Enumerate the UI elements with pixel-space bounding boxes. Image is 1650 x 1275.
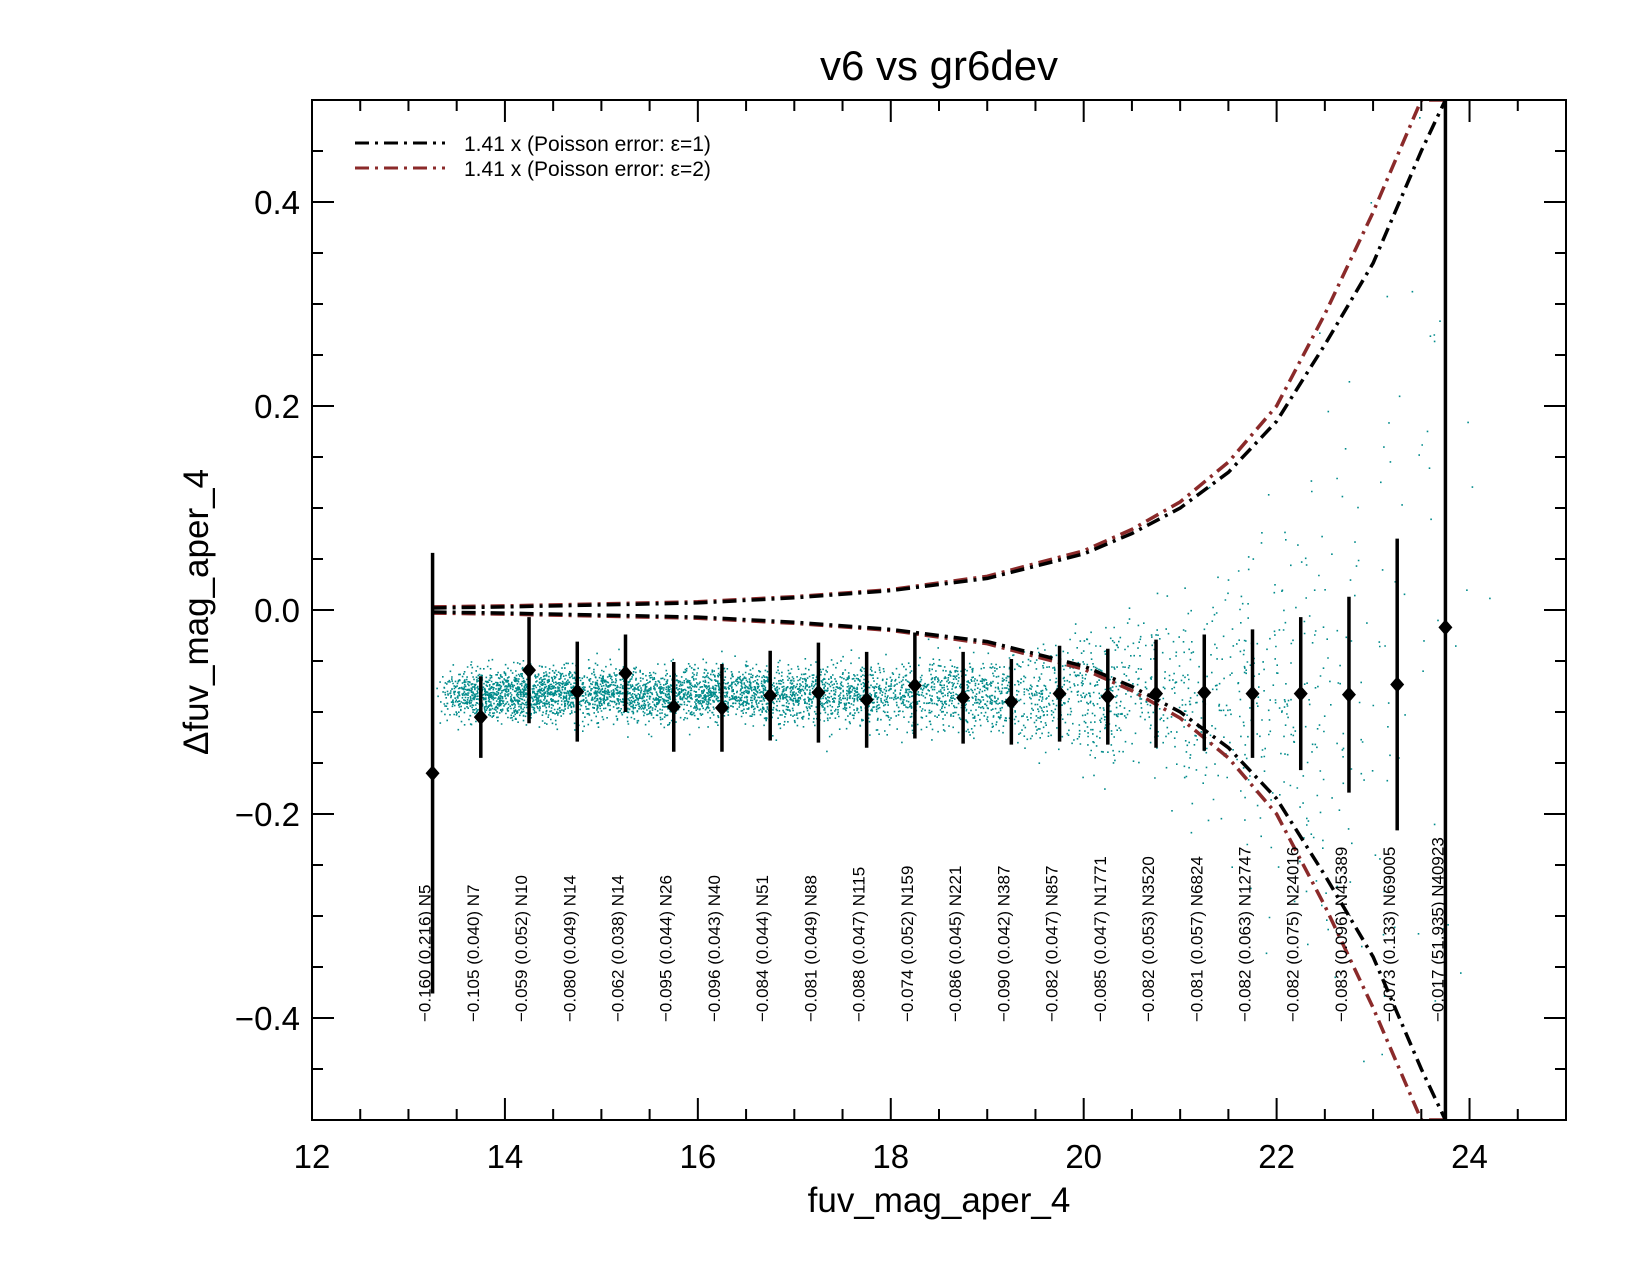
legend-entry-e1: 1.41 x (Poisson error: ε=1) (464, 133, 711, 156)
median-point (425, 765, 440, 782)
y-tick-label: 0.4 (254, 184, 300, 221)
median-point (1438, 619, 1453, 636)
bin-stat-label: −0.017 (51.935) N40923 (1428, 837, 1447, 1022)
x-tick-label: 12 (294, 1138, 331, 1175)
binned-medians (425, 100, 1453, 1120)
bin-stat-label: −0.081 (0.049) N88 (801, 875, 820, 1022)
bin-stat-label: −0.082 (0.075) N24016 (1284, 847, 1303, 1022)
median-point (618, 665, 633, 682)
y-tick-label: −0.2 (235, 796, 300, 833)
median-point (1149, 685, 1164, 702)
bin-stat-label: −0.081 (0.057) N6824 (1187, 856, 1206, 1022)
median-point (1197, 684, 1212, 701)
x-tick-label: 14 (487, 1138, 524, 1175)
bin-stat-label: −0.059 (0.052) N10 (512, 875, 531, 1022)
median-point (570, 683, 585, 700)
y-axis-label: Δfuv_mag_aper_4 (177, 469, 216, 755)
median-point (1052, 685, 1067, 702)
bin-stat-label: −0.105 (0.040) N7 (464, 884, 483, 1022)
x-axis-label: fuv_mag_aper_4 (808, 1181, 1071, 1220)
x-tick-label: 24 (1451, 1138, 1488, 1175)
median-point (811, 684, 826, 701)
bin-stat-label: −0.073 (0.133) N69005 (1380, 847, 1399, 1022)
bin-stat-label: −0.086 (0.045) N221 (946, 866, 965, 1022)
median-point (907, 677, 922, 694)
legend-entry-e2: 1.41 x (Poisson error: ε=2) (464, 158, 711, 181)
median-point (1245, 685, 1260, 702)
legend: 1.41 x (Poisson error: ε=1) 1.41 x (Pois… (355, 133, 711, 181)
bin-stat-label: −0.088 (0.047) N115 (850, 867, 869, 1022)
median-point (1004, 693, 1019, 710)
bin-stat-label: −0.062 (0.038) N14 (609, 875, 628, 1022)
median-point (859, 691, 874, 708)
median-point (473, 709, 488, 726)
bin-stat-label: −0.085 (0.047) N1771 (1091, 856, 1110, 1022)
bin-stat-label: −0.084 (0.044) N51 (753, 875, 772, 1022)
chart-title: v6 vs gr6dev (820, 42, 1058, 89)
axis-ticks (311, 99, 1567, 1121)
bin-stat-label: −0.095 (0.044) N26 (657, 875, 676, 1022)
median-point (956, 689, 971, 706)
median-point (1341, 686, 1356, 703)
y-tick-label: 0.0 (254, 592, 300, 629)
x-tick-label: 20 (1065, 1138, 1102, 1175)
bin-stat-label: −0.074 (0.052) N159 (898, 866, 917, 1022)
bin-stat-label: −0.082 (0.063) N12747 (1236, 847, 1255, 1022)
y-tick-label: −0.4 (235, 1000, 300, 1037)
bin-stat-label: −0.090 (0.042) N387 (994, 866, 1013, 1022)
bin-stat-label: −0.082 (0.047) N857 (1043, 866, 1062, 1022)
median-point (1100, 688, 1115, 705)
bin-stat-label: −0.080 (0.049) N14 (560, 875, 579, 1022)
y-tick-labels: −0.4 −0.2 0.0 0.2 0.4 (235, 184, 300, 1037)
bin-stat-label: −0.083 (0.096) N45389 (1332, 847, 1351, 1022)
x-tick-label: 16 (679, 1138, 716, 1175)
bin-stat-label: −0.096 (0.043) N40 (705, 875, 724, 1022)
x-tick-labels: 12 14 16 18 20 22 24 (294, 1138, 1488, 1175)
median-point (714, 699, 729, 716)
median-point (666, 698, 681, 715)
bin-stat-label: −0.082 (0.053) N3520 (1139, 856, 1158, 1022)
y-tick-label: 0.2 (254, 388, 300, 425)
x-tick-label: 22 (1258, 1138, 1295, 1175)
x-tick-label: 18 (872, 1138, 909, 1175)
median-point (1293, 685, 1308, 702)
median-point (1390, 676, 1405, 693)
median-point (763, 687, 778, 704)
bin-stat-label: −0.160 (0.216) N5 (416, 884, 435, 1022)
median-point (522, 662, 537, 679)
bin-labels: −0.160 (0.216) N5 −0.105 (0.040) N7 −0.059… (416, 837, 1448, 1022)
